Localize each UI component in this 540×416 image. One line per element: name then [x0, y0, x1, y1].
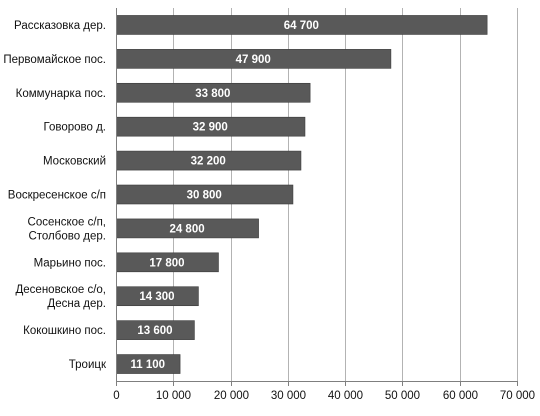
- bar-value-label: 32 200: [191, 156, 226, 168]
- category-label: Десеновское с/о, Десна дер.: [16, 284, 107, 310]
- category-label-line: Десна дер.: [47, 298, 106, 310]
- bars: [116, 15, 488, 374]
- category-label: Троицк: [69, 359, 107, 371]
- category-label-line: Первомайское пос.: [3, 54, 106, 66]
- x-tick-label: 20 000: [214, 390, 249, 402]
- category-label-line: Сосенское с/п,: [28, 216, 106, 228]
- bar-value-label: 32 900: [193, 122, 228, 134]
- x-tick-label: 30 000: [271, 390, 306, 402]
- category-label: Воскресенское с/п: [8, 190, 106, 202]
- bar-value-label: 13 600: [137, 325, 172, 337]
- category-label: Говорово д.: [44, 122, 107, 134]
- category-label-line: Троицк: [69, 359, 107, 371]
- x-tick-label: 50 000: [385, 390, 420, 402]
- category-label-line: Воскресенское с/п: [8, 190, 106, 202]
- x-tick-label: 0: [113, 390, 119, 402]
- x-tick-label: 60 000: [443, 390, 478, 402]
- category-label-line: Десеновское с/о,: [16, 284, 107, 296]
- bar-value-label: 33 800: [195, 88, 230, 100]
- category-label: Московский: [43, 156, 106, 168]
- bar-value-label: 30 800: [187, 190, 222, 202]
- category-label-line: Рассказовка дер.: [14, 20, 106, 32]
- category-label: Кокошкино пос.: [23, 325, 106, 337]
- category-labels: Рассказовка дер. Первомайское пос. Коммуна…: [3, 20, 107, 371]
- category-label-line: Говорово д.: [44, 122, 107, 134]
- bar-value-label: 64 700: [284, 20, 319, 32]
- value-labels: 64 700 47 900 33 800 32 900 32 200 30 800 24 8…: [131, 20, 319, 371]
- category-label-line: Московский: [43, 156, 106, 168]
- category-label: Сосенское с/п, Столбово дер.: [28, 216, 106, 242]
- category-label: Первомайское пос.: [3, 54, 106, 66]
- category-label-line: Кокошкино пос.: [23, 325, 106, 337]
- x-tick-label: 10 000: [156, 390, 191, 402]
- bar-value-label: 47 900: [236, 54, 271, 66]
- x-tick-label: 70 000: [500, 390, 535, 402]
- x-axis: 0 10 000 20 000 30 000 40 000 50 000 60 000 70 …: [113, 8, 535, 402]
- x-tick-label: 40 000: [328, 390, 363, 402]
- bar-value-label: 11 100: [131, 359, 166, 371]
- bar-value-label: 14 300: [139, 291, 174, 303]
- category-label: Рассказовка дер.: [14, 20, 106, 32]
- category-label: Коммунарка пос.: [16, 88, 106, 100]
- category-label: Марьино пос.: [34, 257, 106, 269]
- category-label-line: Столбово дер.: [28, 230, 106, 242]
- category-label-line: Коммунарка пос.: [16, 88, 106, 100]
- bar-value-label: 17 800: [149, 257, 184, 269]
- bar-value-label: 24 800: [169, 223, 204, 235]
- category-label-line: Марьино пос.: [34, 257, 106, 269]
